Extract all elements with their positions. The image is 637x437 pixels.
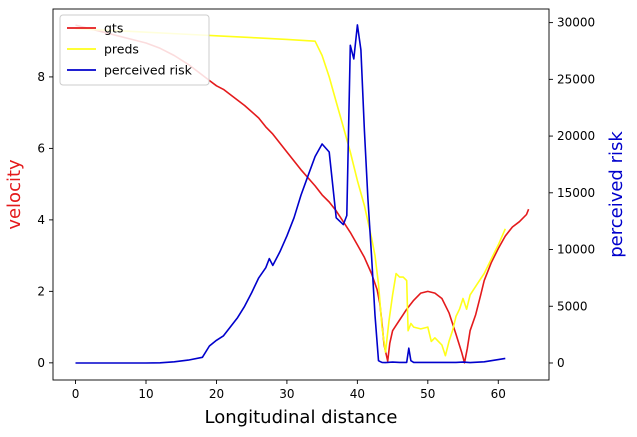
y-right-tick-label: 0 [557,356,565,370]
y-right-tick-label: 20000 [557,129,595,143]
y-left-axis-ticks: 0 2 4 6 8 [37,70,53,370]
x-tick-label: 20 [209,387,224,401]
x-tick-label: 30 [279,387,294,401]
series-line-perceived-risk [75,24,506,364]
y-right-axis-label: perceived risk [606,131,627,258]
y-left-tick-label: 8 [37,70,45,84]
y-right-tick-label: 10000 [557,243,595,257]
y-left-tick-label: 4 [37,213,45,227]
series-line-preds [75,27,507,357]
x-tick-label: 60 [491,387,506,401]
y-right-tick-label: 30000 [557,16,595,30]
x-axis-label: Longitudinal distance [205,407,398,428]
y-right-axis-ticks: 0 5000 10000 15000 20000 25000 30000 [549,16,595,370]
x-tick-label: 0 [72,387,80,401]
y-left-axis-label: velocity [4,159,25,230]
legend-label: gts [104,21,123,36]
legend-label: perceived risk [104,63,193,78]
y-right-tick-label: 5000 [557,299,588,313]
y-right-tick-label: 15000 [557,186,595,200]
x-tick-label: 10 [138,387,153,401]
x-axis-ticks: 0 10 20 30 40 50 60 [72,380,506,401]
x-tick-label: 50 [420,387,435,401]
legend-box [59,14,210,86]
y-right-tick-label: 25000 [557,72,595,86]
y-left-tick-label: 6 [37,141,45,155]
y-left-tick-label: 0 [37,356,45,370]
plot-frame [52,8,550,381]
y-left-tick-label: 2 [37,284,45,298]
legend-label: preds [104,42,139,57]
x-tick-label: 40 [350,387,365,401]
legend: gts preds perceived risk [59,14,210,86]
